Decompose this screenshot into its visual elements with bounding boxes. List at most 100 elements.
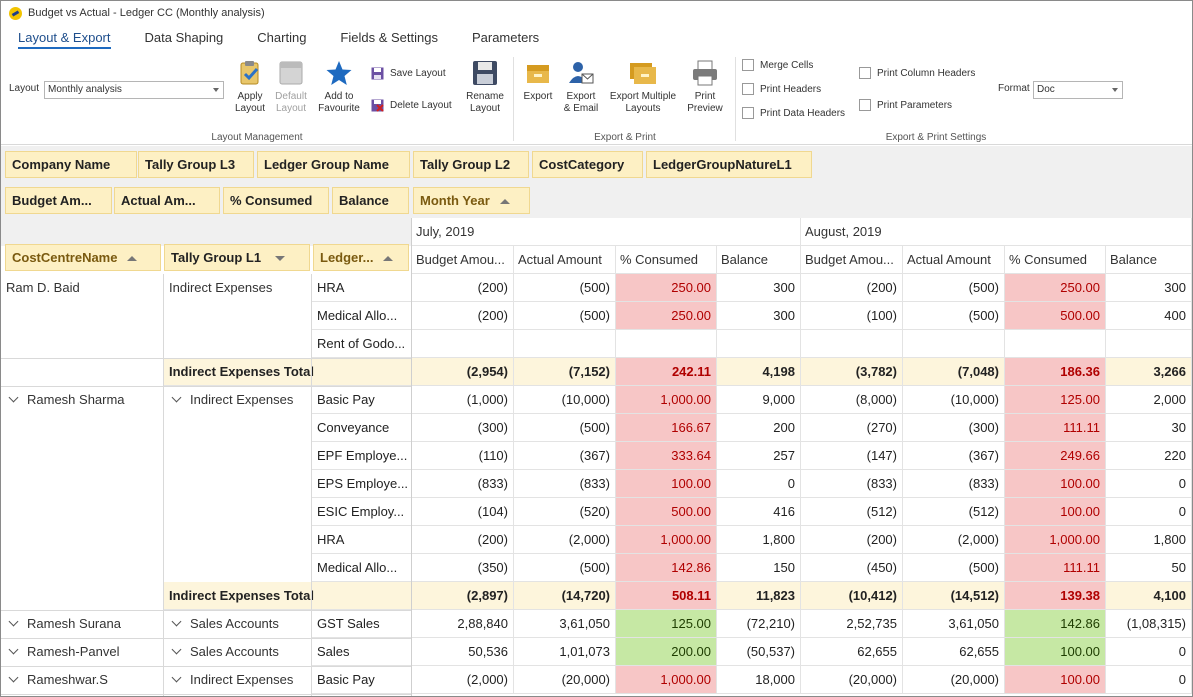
cost-centre-label: Ramesh Surana [27,616,121,631]
format-select[interactable]: Doc [1033,81,1123,99]
layout-label: Layout [9,83,40,94]
month-header: July, 2019 [412,218,801,246]
chevron-down-icon[interactable] [8,644,19,655]
pivot-field-area: Company Name Tally Group L3 Ledger Group… [1,146,1192,218]
chevron-down-icon[interactable] [171,616,182,627]
delete-layout-label: Delete Layout [390,100,452,111]
tab-data-shaping[interactable]: Data Shaping [144,30,224,45]
value-column-header[interactable]: Budget Amou... [412,246,514,274]
chevron-down-icon[interactable] [8,616,19,627]
column-field-month-year[interactable]: Month Year [413,187,530,214]
column-divider [411,218,412,696]
chevron-down-icon[interactable] [171,672,182,683]
value-column-header[interactable]: % Consumed [1005,246,1106,274]
table-cell [903,330,1005,358]
merge-cells-checkbox[interactable]: Merge Cells [742,59,813,71]
value-column-header[interactable]: % Consumed [616,246,717,274]
filter-field-chip[interactable]: Tally Group L3 [138,151,254,178]
filter-field-chip[interactable]: Tally Group L2 [413,151,529,178]
table-cell: 1,000.00 [616,526,717,554]
table-cell: 4,100 [1106,582,1192,610]
cost-centre-name[interactable]: Ramesh Surana [1,610,163,638]
data-field-chip[interactable]: Budget Am... [5,187,112,214]
tally-group-name[interactable]: Indirect Expenses [164,274,311,302]
print-headers-checkbox[interactable]: Print Headers [742,83,821,95]
tab-charting[interactable]: Charting [257,30,307,45]
cost-centre-name[interactable]: Rameshwar.S [1,666,163,694]
export-multiple-layouts-button[interactable]: Export Multiple Layouts [606,59,680,115]
print-column-headers-checkbox[interactable]: Print Column Headers [859,67,975,79]
table-cell: 220 [1106,442,1192,470]
tally-group-name[interactable]: Sales Accounts [164,638,311,666]
tally-group-name[interactable]: Indirect Expenses [164,666,311,694]
table-cell [412,330,514,358]
filter-field-chip[interactable]: LedgerGroupNatureL1 [646,151,812,178]
layout-select[interactable]: Monthly analysis [44,81,224,99]
chevron-down-icon[interactable] [171,644,182,655]
data-field-chip[interactable]: Balance [332,187,409,214]
print-preview-label: Print Preview [687,91,723,114]
table-cell: (2,000) [412,666,514,694]
value-column-header[interactable]: Actual Amount [903,246,1005,274]
table-cell: 2,000 [1106,386,1192,414]
table-cell: (104) [412,498,514,526]
table-cell: (200) [801,274,903,302]
value-column-header[interactable]: Budget Amou... [801,246,903,274]
chevron-down-icon[interactable] [171,392,182,403]
table-cell: (833) [903,470,1005,498]
export-multiple-icon [629,59,657,87]
filter-field-chip[interactable]: Ledger Group Name [257,151,410,178]
table-cell: (147) [801,442,903,470]
table-cell: 139.38 [1005,582,1106,610]
checkbox-box [859,99,871,111]
print-data-headers-checkbox[interactable]: Print Data Headers [742,107,845,119]
table-cell: (512) [801,498,903,526]
filter-field-chip[interactable]: CostCategory [532,151,643,178]
row-field-chip[interactable]: Ledger... [313,244,409,271]
default-layout-icon [277,59,305,87]
table-cell: (200) [412,302,514,330]
default-layout-button[interactable]: Default Layout [271,59,311,115]
table-cell: 3,61,050 [514,610,616,638]
row-field-chip[interactable]: CostCentreName [5,244,161,271]
chevron-down-icon[interactable] [8,392,19,403]
export-button[interactable]: Export [520,59,556,103]
table-cell: 300 [1106,274,1192,302]
ledger-name: Basic Pay [312,666,412,694]
value-column-header[interactable]: Balance [717,246,801,274]
add-to-favourite-button[interactable]: Add to Favourite [315,59,363,115]
cost-centre-name[interactable]: Ramesh-Panvel [1,638,163,666]
delete-layout-button[interactable]: Delete Layout [371,99,452,112]
table-cell: 0 [1106,638,1192,666]
tab-fields-settings[interactable]: Fields & Settings [340,30,438,45]
table-cell [717,330,801,358]
cost-centre-name[interactable]: Ram D. Baid [1,274,163,302]
tab-layout-export[interactable]: Layout & Export [1,25,128,51]
print-parameters-checkbox[interactable]: Print Parameters [859,99,952,111]
row-divider [1,666,412,667]
tab-parameters[interactable]: Parameters [471,30,540,45]
table-cell [616,330,717,358]
tally-group-name[interactable]: Indirect Expenses [164,386,311,414]
table-cell: (14,512) [903,582,1005,610]
export-email-button[interactable]: Export & Email [562,59,600,115]
value-column-header[interactable]: Balance [1106,246,1192,274]
table-cell: (833) [412,470,514,498]
rename-layout-button[interactable]: Rename Layout [463,59,507,115]
filter-field-chip[interactable]: Company Name [5,151,137,178]
table-cell: (10,000) [903,386,1005,414]
print-preview-button[interactable]: Print Preview [684,59,726,115]
table-cell: 500.00 [1005,302,1106,330]
save-layout-button[interactable]: Save Layout [371,67,446,80]
table-cell: 166.67 [616,414,717,442]
chevron-down-icon[interactable] [8,672,19,683]
tally-group-name[interactable]: Sales Accounts [164,610,311,638]
cost-centre-name[interactable]: Ramesh Sharma [1,386,163,414]
apply-layout-button[interactable]: Apply Layout [230,59,270,115]
data-field-chip[interactable]: % Consumed [223,187,329,214]
row-field-chip[interactable]: Tally Group L1 [164,244,310,271]
data-field-chip[interactable]: Actual Am... [114,187,220,214]
value-column-header[interactable]: Actual Amount [514,246,616,274]
export-box-icon [524,59,552,87]
table-cell: 111.11 [1005,414,1106,442]
